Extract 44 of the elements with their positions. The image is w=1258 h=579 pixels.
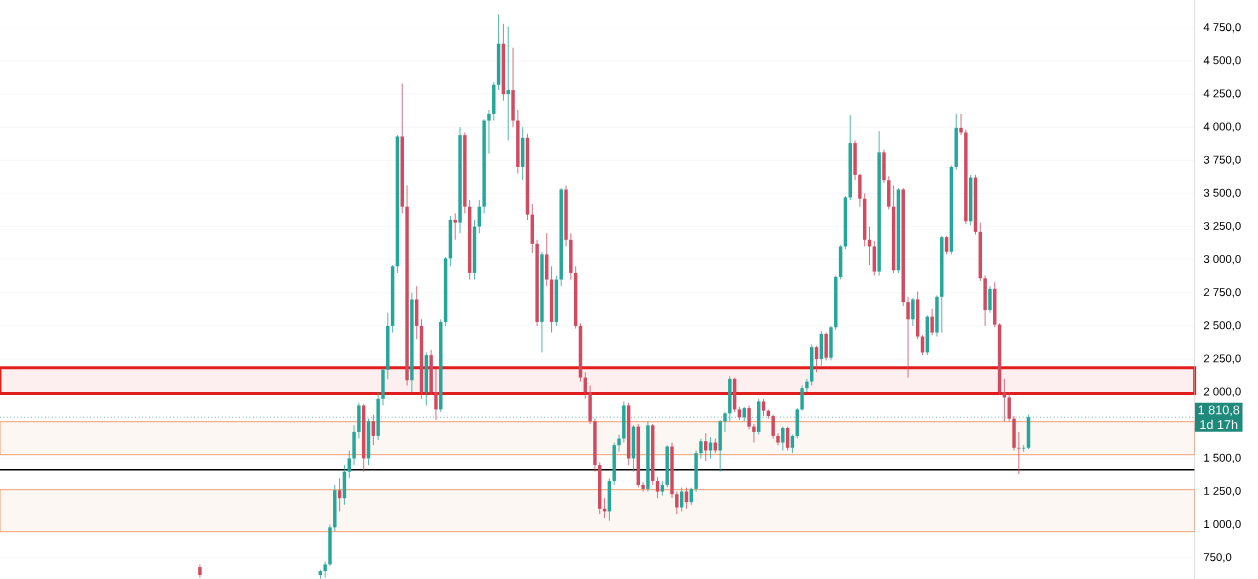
y-tick-label: 3 000,0 (1203, 255, 1241, 265)
candlestick (434, 367, 438, 421)
y-tick-label: 2 250,0 (1203, 354, 1241, 364)
y-tick-label: 3 500,0 (1203, 188, 1241, 199)
candlestick (930, 308, 934, 336)
candlestick (800, 385, 804, 412)
candlestick (771, 414, 775, 439)
candlestick (506, 26, 510, 141)
candlestick (675, 491, 679, 515)
y-tick-label: 4 250,0 (1203, 89, 1241, 99)
candlestick (781, 426, 785, 451)
y-tick-label: 1 000,0 (1204, 520, 1241, 530)
y-tick-label: 3 250,0 (1203, 221, 1241, 232)
candlestick (858, 173, 862, 208)
candlestick (1007, 391, 1011, 422)
text: 1d 17h (1200, 419, 1238, 430)
ref-line-label: 1 810,8 (1198, 405, 1240, 416)
y-tick-label: 1 500,0 (1204, 453, 1241, 464)
y-tick-label: 2 000,0 (1203, 387, 1241, 397)
candlestick (747, 405, 751, 430)
candlestick (988, 285, 992, 314)
y-tick-label: 2 750,0 (1203, 288, 1241, 298)
candlestick (752, 423, 756, 443)
candlestick (347, 450, 351, 479)
candlestick (487, 109, 491, 155)
candlestick (776, 432, 780, 446)
candlestick (723, 411, 727, 433)
candlestick (641, 481, 645, 492)
candlestick (906, 296, 910, 379)
y-tick-label: 4 000,0 (1203, 122, 1241, 132)
candlestick (959, 113, 963, 136)
candlestick (617, 434, 621, 453)
candlestick (699, 438, 703, 459)
candlestick (198, 564, 202, 579)
y-tick-label: 3 750,0 (1203, 155, 1241, 165)
y-tick-label: 4 500,0 (1203, 56, 1241, 66)
candlestick (824, 332, 828, 361)
y-tick-label: 750,0 (1203, 553, 1232, 563)
y-tick-label: 2 500,0 (1203, 321, 1241, 331)
candlestick (911, 297, 915, 327)
y-tick-label: 4 750,0 (1203, 23, 1241, 33)
candlestick (453, 212, 457, 241)
candlestick (805, 378, 809, 393)
y-tick-label: 1 250,0 (1204, 486, 1241, 497)
